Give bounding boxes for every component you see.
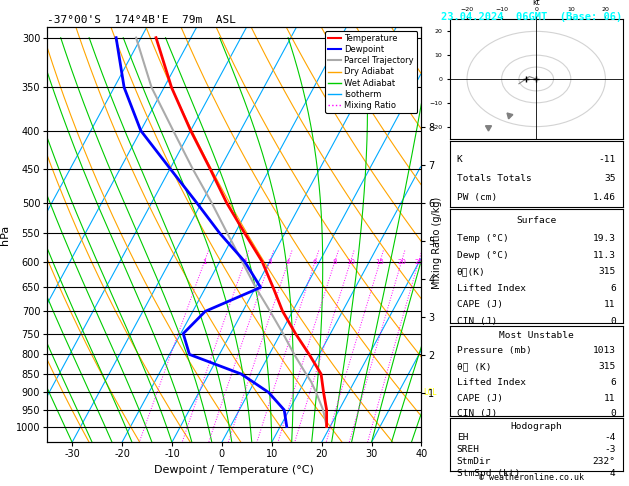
Text: K: K <box>457 156 462 164</box>
Text: © weatheronline.co.uk: © weatheronline.co.uk <box>479 473 584 482</box>
Text: Most Unstable: Most Unstable <box>499 331 574 340</box>
Text: 10: 10 <box>346 259 355 264</box>
X-axis label: Dewpoint / Temperature (°C): Dewpoint / Temperature (°C) <box>154 465 314 475</box>
Text: 1: 1 <box>202 259 207 264</box>
Text: 15: 15 <box>376 259 384 264</box>
Text: EH: EH <box>457 433 468 442</box>
Text: 4: 4 <box>610 469 616 478</box>
Text: 0: 0 <box>610 409 616 418</box>
Y-axis label: hPa: hPa <box>0 225 10 244</box>
Text: 8: 8 <box>333 259 337 264</box>
Text: 6: 6 <box>610 284 616 293</box>
Text: -3: -3 <box>604 445 616 454</box>
Y-axis label: km
ASL: km ASL <box>450 224 469 245</box>
Text: CIN (J): CIN (J) <box>457 409 497 418</box>
Text: θᴇ(K): θᴇ(K) <box>457 267 486 276</box>
Text: 1.46: 1.46 <box>593 193 616 203</box>
Text: 11: 11 <box>604 300 616 310</box>
Text: Lifted Index: Lifted Index <box>457 284 526 293</box>
Text: CAPE (J): CAPE (J) <box>457 300 503 310</box>
Text: 0: 0 <box>610 317 616 326</box>
Text: Pressure (mb): Pressure (mb) <box>457 347 532 355</box>
Text: 315: 315 <box>599 362 616 371</box>
Text: 6: 6 <box>610 378 616 387</box>
Text: -37°00'S  174°4B'E  79m  ASL: -37°00'S 174°4B'E 79m ASL <box>47 15 236 25</box>
Text: Hodograph: Hodograph <box>510 422 562 431</box>
Text: PW (cm): PW (cm) <box>457 193 497 203</box>
Text: 35: 35 <box>604 174 616 183</box>
Text: StmSpd (kt): StmSpd (kt) <box>457 469 520 478</box>
Text: Surface: Surface <box>516 216 556 225</box>
Text: 1013: 1013 <box>593 347 616 355</box>
Text: 6: 6 <box>313 259 318 264</box>
Text: Temp (°C): Temp (°C) <box>457 234 508 243</box>
Text: 19.3: 19.3 <box>593 234 616 243</box>
Text: 11: 11 <box>604 394 616 402</box>
Text: Totals Totals: Totals Totals <box>457 174 532 183</box>
Text: LCL: LCL <box>423 388 437 397</box>
Text: StmDir: StmDir <box>457 457 491 466</box>
Legend: Temperature, Dewpoint, Parcel Trajectory, Dry Adiabat, Wet Adiabat, Isotherm, Mi: Temperature, Dewpoint, Parcel Trajectory… <box>325 31 417 113</box>
X-axis label: kt: kt <box>532 0 540 7</box>
Text: 315: 315 <box>599 267 616 276</box>
Text: Lifted Index: Lifted Index <box>457 378 526 387</box>
Text: Mixing Ratio (g/kg): Mixing Ratio (g/kg) <box>432 197 442 289</box>
Text: 23.04.2024  06GMT  (Base: 06): 23.04.2024 06GMT (Base: 06) <box>441 12 622 22</box>
Text: θᴇ (K): θᴇ (K) <box>457 362 491 371</box>
Text: Dewp (°C): Dewp (°C) <box>457 251 508 260</box>
Text: 232°: 232° <box>593 457 616 466</box>
Text: SREH: SREH <box>457 445 480 454</box>
Text: 2: 2 <box>243 259 247 264</box>
Text: 20: 20 <box>397 259 406 264</box>
Text: -11: -11 <box>599 156 616 164</box>
Text: CIN (J): CIN (J) <box>457 317 497 326</box>
Text: 11.3: 11.3 <box>593 251 616 260</box>
Text: 3: 3 <box>267 259 272 264</box>
Text: -4: -4 <box>604 433 616 442</box>
Text: CAPE (J): CAPE (J) <box>457 394 503 402</box>
Text: 4: 4 <box>286 259 291 264</box>
Text: 25: 25 <box>415 259 423 264</box>
